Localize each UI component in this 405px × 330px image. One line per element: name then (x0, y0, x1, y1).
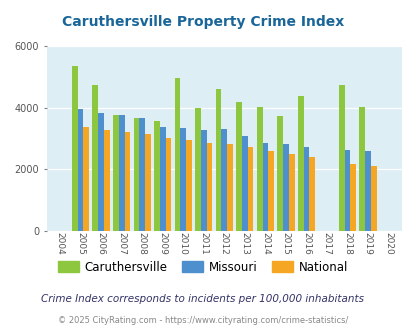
Bar (256, 107, 262, 231)
Bar (98, 113, 104, 231)
Bar (145, 134, 150, 231)
Bar (241, 136, 247, 231)
Bar (206, 143, 212, 231)
Bar (92, 85, 98, 231)
Text: Caruthersville Property Crime Index: Caruthersville Property Crime Index (62, 15, 343, 29)
Bar (72, 66, 77, 231)
Bar (215, 89, 221, 231)
Bar (119, 115, 124, 231)
Bar (185, 141, 192, 231)
Bar (262, 143, 268, 231)
Bar (247, 147, 253, 231)
Bar (113, 115, 119, 231)
Bar (282, 144, 288, 231)
Bar (200, 130, 206, 231)
Bar (268, 151, 273, 231)
Bar (154, 121, 160, 231)
Bar (309, 157, 314, 231)
Bar (180, 128, 185, 231)
Text: Crime Index corresponds to incidents per 100,000 inhabitants: Crime Index corresponds to incidents per… (41, 294, 364, 304)
Bar (174, 78, 180, 231)
Bar (83, 127, 89, 231)
Bar (77, 109, 83, 231)
Bar (133, 118, 139, 231)
Bar (160, 127, 165, 231)
Bar (358, 107, 364, 231)
Bar (350, 164, 355, 231)
Bar (364, 151, 370, 231)
Bar (277, 115, 282, 231)
Bar (303, 147, 309, 231)
Bar (338, 85, 344, 231)
Bar (344, 150, 350, 231)
Bar (195, 108, 200, 231)
Legend: Caruthersville, Missouri, National: Caruthersville, Missouri, National (53, 256, 352, 279)
Bar (288, 154, 294, 231)
Bar (221, 129, 227, 231)
Text: © 2025 CityRating.com - https://www.cityrating.com/crime-statistics/: © 2025 CityRating.com - https://www.city… (58, 316, 347, 325)
Bar (297, 96, 303, 231)
Bar (227, 144, 232, 231)
Bar (139, 118, 145, 231)
Bar (236, 102, 241, 231)
Bar (124, 132, 130, 231)
Bar (104, 130, 109, 231)
Bar (165, 138, 171, 231)
Bar (370, 166, 376, 231)
